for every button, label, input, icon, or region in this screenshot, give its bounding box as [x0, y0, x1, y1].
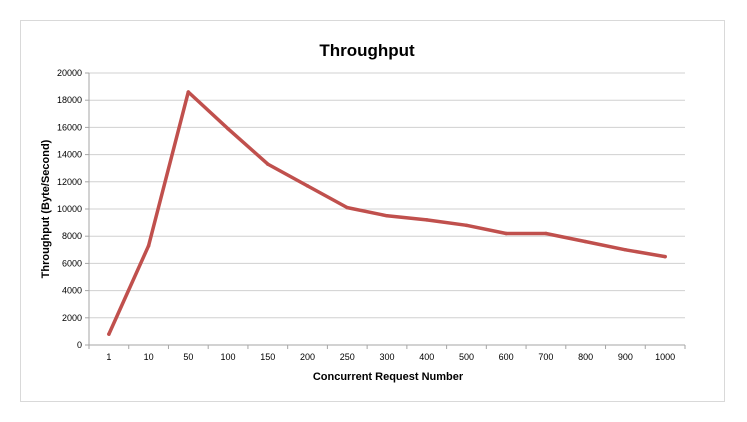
data-point [146, 243, 151, 248]
x-tick-label: 900 [618, 352, 633, 362]
data-point [385, 214, 389, 218]
series-line-throughput [107, 90, 667, 336]
y-tick-labels: 0 2000 4000 6000 8000 10000 12000 14000 16000 180… [57, 68, 82, 350]
series-layer [107, 90, 667, 336]
data-point [345, 205, 350, 210]
axes [85, 72, 686, 349]
x-axis-label: Concurrent Request Number [313, 371, 464, 383]
data-point [544, 231, 548, 236]
x-tick-label: 1000 [655, 352, 675, 362]
x-tick-label: 500 [459, 352, 474, 362]
x-tick-label: 150 [260, 352, 275, 362]
data-point [186, 90, 191, 94]
x-tick-label: 400 [419, 352, 434, 362]
x-tick-label: 800 [578, 352, 593, 362]
y-tick-label: 0 [77, 340, 82, 350]
y-tick-label: 2000 [62, 313, 82, 323]
y-tick-label: 16000 [57, 122, 82, 132]
y-tick-label: 18000 [57, 95, 82, 105]
data-point [623, 248, 628, 252]
data-point [424, 218, 429, 222]
y-tick-label: 4000 [62, 286, 82, 296]
data-point [107, 332, 111, 336]
x-tick-label: 10 [144, 352, 154, 362]
y-tick-label: 8000 [62, 231, 82, 241]
x-tick-label: 700 [538, 352, 553, 362]
x-tick-label: 250 [340, 352, 355, 362]
y-tick-label: 12000 [57, 177, 82, 187]
data-point [583, 239, 588, 244]
data-point [266, 162, 270, 166]
x-tick-label: 300 [379, 352, 394, 362]
data-point [305, 184, 310, 188]
x-tick-label: 200 [300, 352, 315, 362]
data-point [226, 127, 230, 131]
chart-title: Throughput [319, 41, 415, 60]
x-tick-label: 1 [106, 352, 111, 362]
y-tick-label: 14000 [57, 150, 82, 160]
x-tick-label: 100 [221, 352, 236, 362]
y-tick-label: 20000 [57, 68, 82, 78]
data-point [504, 231, 508, 236]
data-point [464, 223, 469, 228]
y-tick-label: 10000 [57, 204, 82, 214]
grid-lines [89, 72, 685, 319]
x-tick-label: 50 [183, 352, 193, 362]
data-point [663, 254, 667, 259]
x-tick-label: 600 [499, 352, 514, 362]
chart-frame [20, 20, 725, 402]
y-axis-label: Throughput (Byte/Second) [40, 139, 52, 278]
y-tick-label: 6000 [62, 258, 82, 268]
x-tick-labels: 1 10 50 100 150 200 250 300 400 500 600 700 800 900 10… [106, 352, 675, 362]
